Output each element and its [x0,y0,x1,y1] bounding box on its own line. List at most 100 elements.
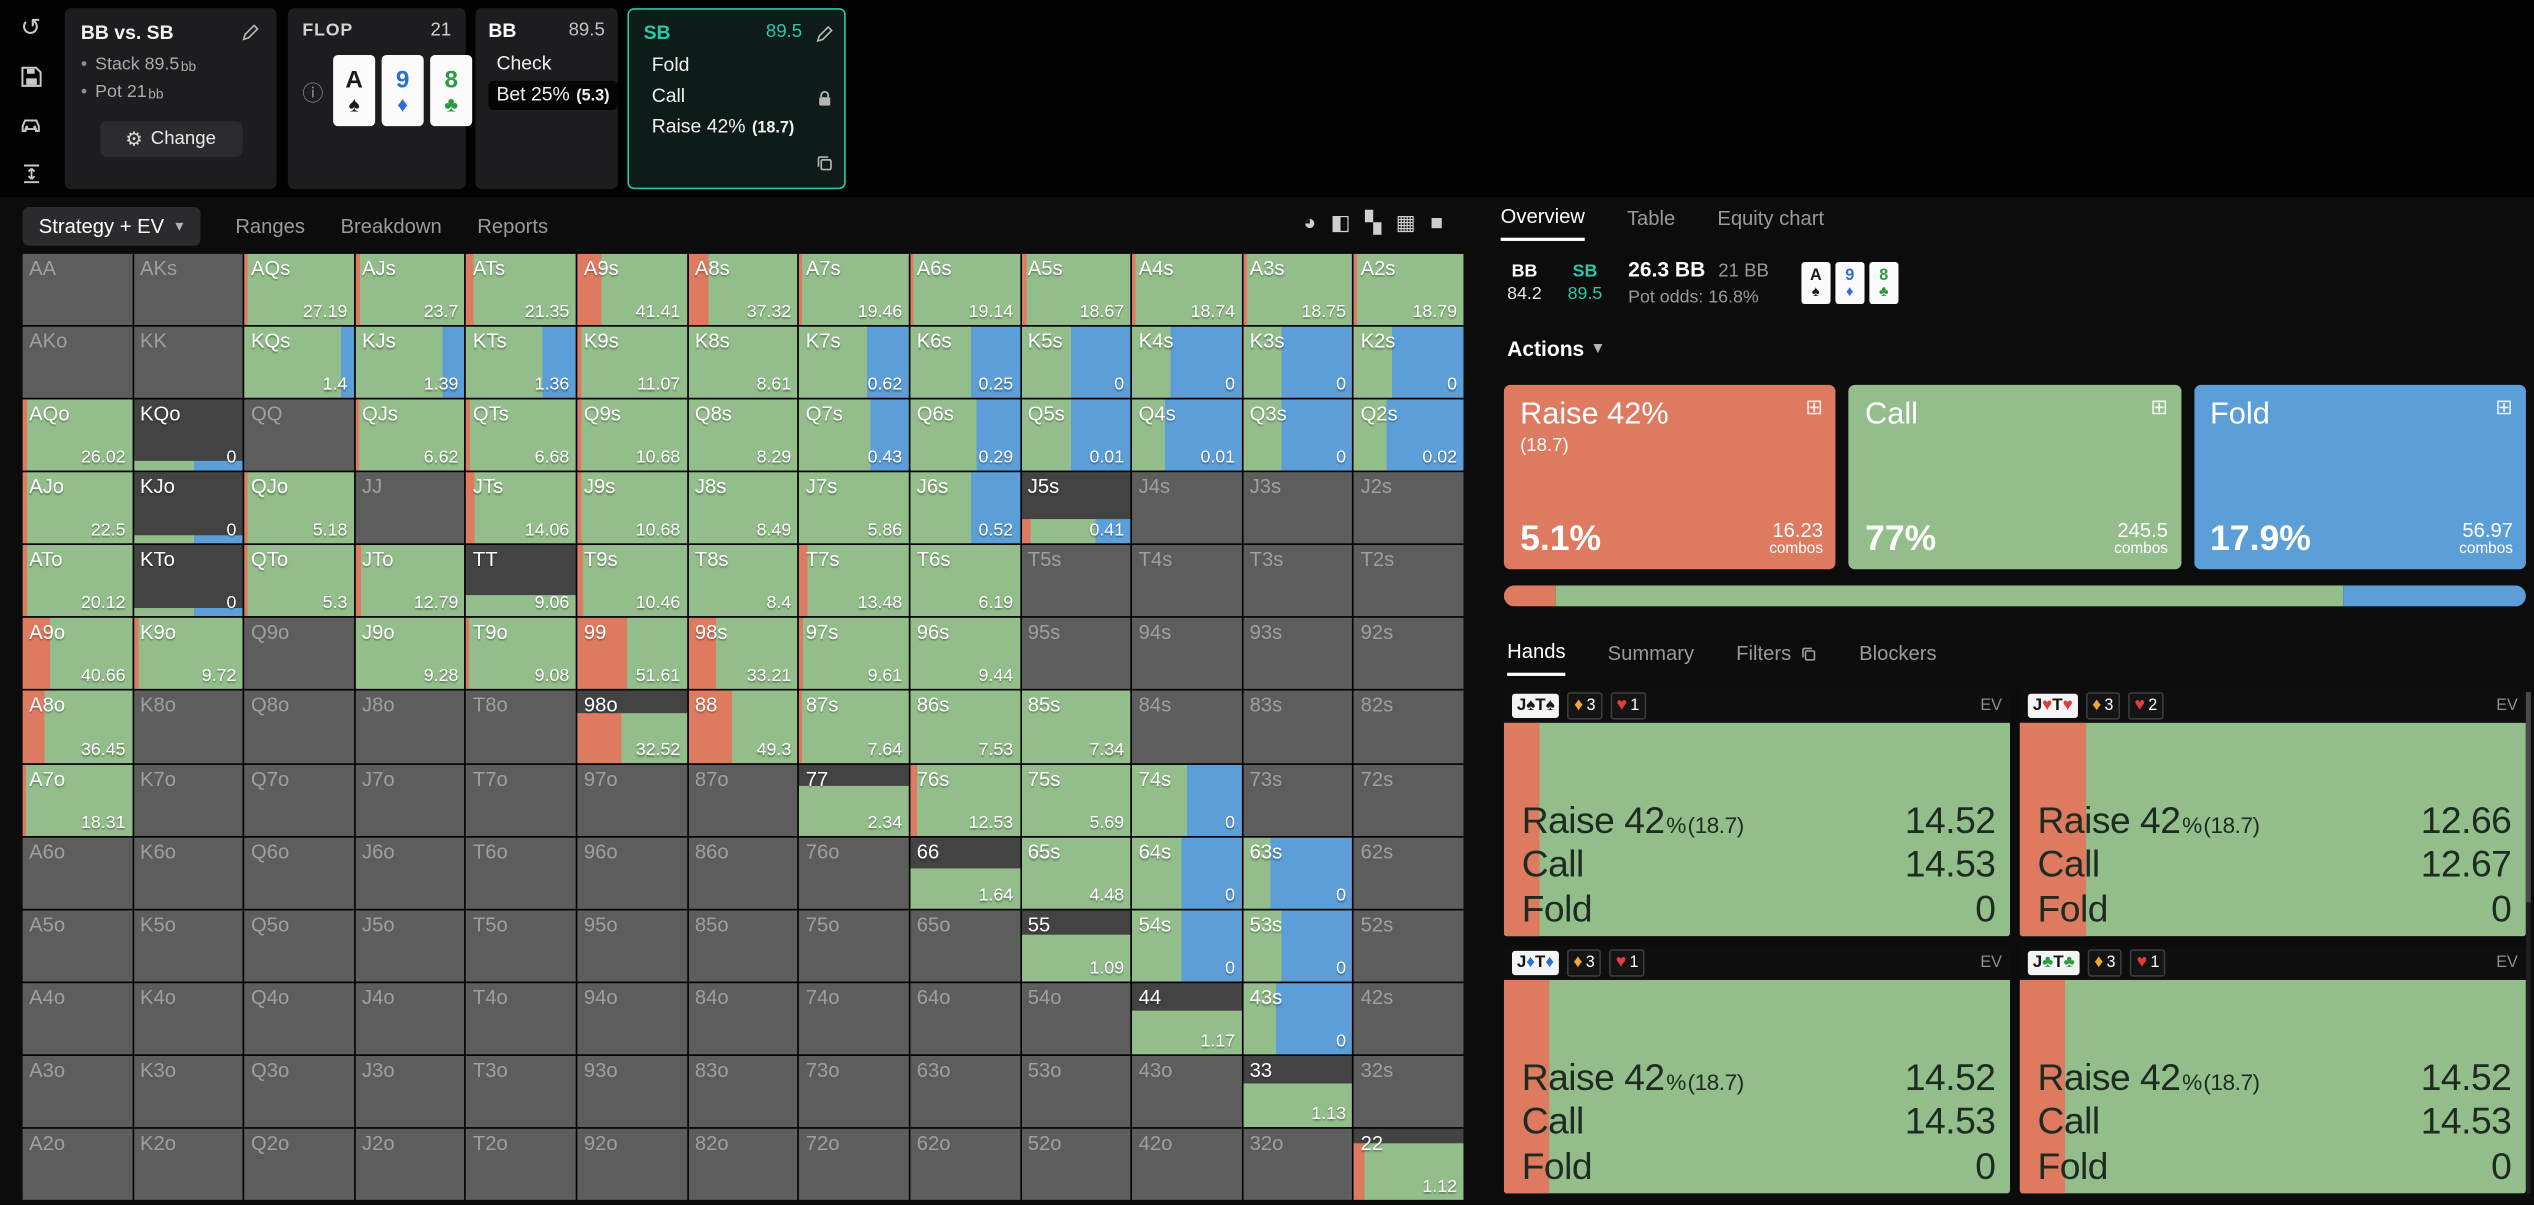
hand-cell-64s[interactable]: 64s 0 [1132,837,1242,909]
hand-cell-52o[interactable]: 52o [1021,1128,1131,1200]
hand-cell-94o[interactable]: 94o [577,982,687,1055]
hand-detail-card[interactable]: J ♣ T ♣ ♦ 3 ♥ 1 EV Raise 42% (18.7) 14.52 Call 14.53 F… [2019,946,2526,1194]
hand-cell-t6s[interactable]: T6s 6.19 [910,545,1020,617]
hand-cell-k3o[interactable]: K3o [133,1055,243,1127]
tab-breakdown[interactable]: Breakdown [340,215,442,238]
hand-cell-a8s[interactable]: A8s 37.32 [688,253,798,326]
hand-cell-74o[interactable]: 74o [799,982,909,1055]
hand-cell-t9o[interactable]: T9o 9.08 [466,618,576,690]
hand-cell-qts[interactable]: QTs 6.68 [466,399,576,471]
hand-cell-k4o[interactable]: K4o [133,982,243,1055]
fit-height-icon[interactable] [16,158,45,187]
hand-cell-93s[interactable]: 93s [1243,618,1353,690]
hand-cell-k7o[interactable]: K7o [133,764,243,836]
grid-icon[interactable]: ▦ [1395,210,1416,235]
hand-cell-j8o[interactable]: J8o [355,691,465,763]
hand-cell-65o[interactable]: 65o [910,909,1020,982]
hand-cell-a8o[interactable]: A8o 36.45 [22,691,132,763]
tab-overview[interactable]: Overview [1500,205,1585,241]
hand-cell-t5s[interactable]: T5s [1021,545,1131,617]
hand-cell-ako[interactable]: AKo [22,326,132,399]
hand-cell-k2o[interactable]: K2o [133,1128,243,1200]
hand-cell-q8s[interactable]: Q8s 8.29 [688,399,798,471]
hand-cell-aa[interactable]: AA [22,253,132,326]
action-item-check[interactable]: Check [496,51,552,75]
hand-cell-kqo[interactable]: KQo 0 [133,399,243,471]
hand-cell-t5o[interactable]: T5o [466,909,576,982]
hand-cell-ato[interactable]: ATo 20.12 [22,545,132,617]
hand-cell-85s[interactable]: 85s 7.34 [1021,691,1131,763]
edit-scenario-icon[interactable] [241,23,260,42]
hand-cell-ajs[interactable]: AJs 23.7 [355,253,465,326]
hand-cell-42s[interactable]: 42s [1354,982,1464,1055]
action-card-raise-42[interactable]: Raise 42% (18.7) ⊞ 5.1% 16.23 combos [1503,384,1836,570]
hand-cell-86o[interactable]: 86o [688,837,798,909]
hand-cell-42o[interactable]: 42o [1132,1128,1242,1200]
hand-cell-t9s[interactable]: T9s 10.46 [577,545,687,617]
hand-detail-card[interactable]: J ♥ T ♥ ♦ 3 ♥ 2 EV Raise 42% (18.7) 12.66 Call 12.67 F… [2019,688,2526,937]
hand-cell-k4s[interactable]: K4s 0 [1132,326,1242,399]
hand-detail-card[interactable]: J ♦ T ♦ ♦ 3 ♥ 1 EV Raise 42% (18.7) 14.52 Call 14.53 F… [1503,946,2011,1194]
hand-cell-98o[interactable]: 98o 32.52 [577,691,687,763]
hand-cell-j7o[interactable]: J7o [355,764,465,836]
actions-dropdown[interactable]: Actions ▾ [1507,336,1603,361]
hand-cell-kqs[interactable]: KQs 1.4 [244,326,354,399]
hand-cell-92o[interactable]: 92o [577,1128,687,1200]
hand-cell-j2s[interactable]: J2s [1354,472,1464,544]
hand-cell-65s[interactable]: 65s 4.48 [1021,837,1131,909]
hand-cell-j6s[interactable]: J6s 0.52 [910,472,1020,544]
disc-icon[interactable]: ◕ [1303,210,1317,235]
hand-cell-kjs[interactable]: KJs 1.39 [355,326,465,399]
hand-cell-a2s[interactable]: A2s 18.79 [1354,253,1464,326]
hand-cell-66[interactable]: 66 1.64 [910,837,1020,909]
copy-icon[interactable] [814,154,833,173]
action-item-fold[interactable]: Fold [651,53,690,77]
hand-cell-97o[interactable]: 97o [577,764,687,836]
hand-cell-jts[interactable]: JTs 14.06 [466,472,576,544]
hand-cell-q8o[interactable]: Q8o [244,691,354,763]
hand-cell-j9s[interactable]: J9s 10.68 [577,472,687,544]
hand-cell-j5s[interactable]: J5s 0.41 [1021,472,1131,544]
table-icon[interactable]: ⊞ [2150,394,2168,419]
hand-cell-73o[interactable]: 73o [799,1055,909,1127]
hand-cell-k5o[interactable]: K5o [133,909,243,982]
hand-cell-96s[interactable]: 96s 9.44 [910,618,1020,690]
hand-cell-53o[interactable]: 53o [1021,1055,1131,1127]
hand-cell-j9o[interactable]: J9o 9.28 [355,618,465,690]
action-item-bet-25[interactable]: Bet 25% (5.3) [488,80,618,110]
hand-cell-j7s[interactable]: J7s 5.86 [799,472,909,544]
hand-cell-96o[interactable]: 96o [577,837,687,909]
hand-cell-j4s[interactable]: J4s [1132,472,1242,544]
scrollbar-thumb[interactable] [2525,692,2531,903]
tab-blockers[interactable]: Blockers [1859,641,1937,665]
hand-cell-64o[interactable]: 64o [910,982,1020,1055]
hand-cell-t8o[interactable]: T8o [466,691,576,763]
hand-cell-32s[interactable]: 32s [1354,1055,1464,1127]
tab-ranges[interactable]: Ranges [235,215,306,238]
hand-cell-93o[interactable]: 93o [577,1055,687,1127]
tab-table[interactable]: Table [1626,206,1676,230]
hand-cell-a6s[interactable]: A6s 19.14 [910,253,1020,326]
hand-cell-q2s[interactable]: Q2s 0.02 [1354,399,1464,471]
hand-cell-a7s[interactable]: A7s 19.46 [799,253,909,326]
hand-cell-22[interactable]: 22 1.12 [1354,1128,1464,1200]
info-icon[interactable]: ⓘ [302,80,324,105]
edit-node-icon[interactable] [814,24,833,43]
hand-cell-k2s[interactable]: K2s 0 [1354,326,1464,399]
hand-cell-qq[interactable]: QQ [244,399,354,471]
hand-cell-87o[interactable]: 87o [688,764,798,836]
hand-cell-a9o[interactable]: A9o 40.66 [22,618,132,690]
hand-cell-k8s[interactable]: K8s 8.61 [688,326,798,399]
hand-cell-q7s[interactable]: Q7s 0.43 [799,399,909,471]
hand-cell-82s[interactable]: 82s [1354,691,1464,763]
filled-square-icon[interactable]: ■ [1430,210,1443,235]
hand-cell-jto[interactable]: JTo 12.79 [355,545,465,617]
hand-cell-t6o[interactable]: T6o [466,837,576,909]
hand-cell-q4s[interactable]: Q4s 0.01 [1132,399,1242,471]
hand-cell-75o[interactable]: 75o [799,909,909,982]
hand-cell-a3o[interactable]: A3o [22,1055,132,1127]
hand-cell-t4s[interactable]: T4s [1132,545,1242,617]
hand-cell-j3o[interactable]: J3o [355,1055,465,1127]
hand-cell-q5s[interactable]: Q5s 0.01 [1021,399,1131,471]
hand-cell-qjs[interactable]: QJs 6.62 [355,399,465,471]
